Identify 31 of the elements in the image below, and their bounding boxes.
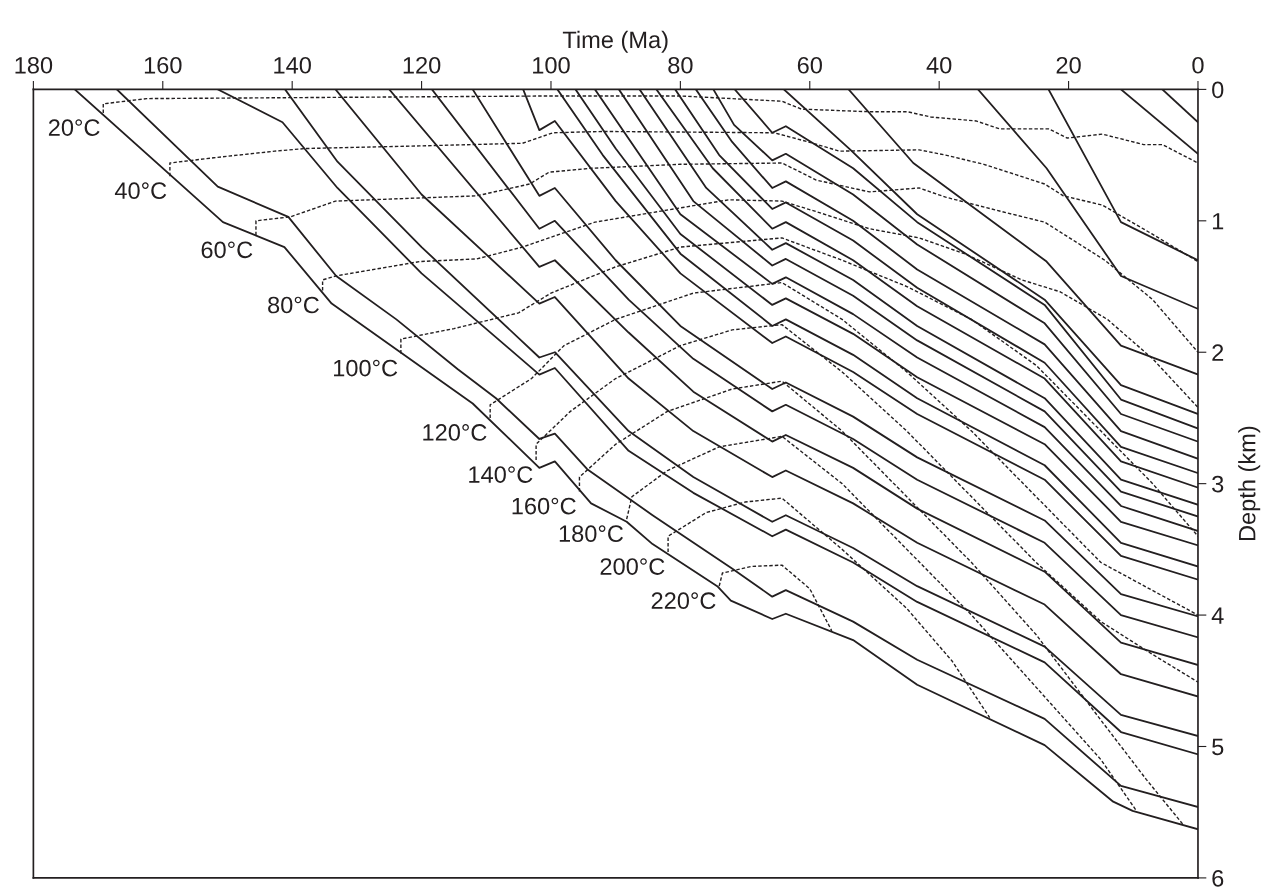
x-tick-label: 60 (797, 56, 822, 74)
annotation: 140°C (469, 466, 533, 483)
annotation: 60°C (201, 241, 253, 259)
annotation: 80°C (268, 296, 319, 314)
y-tick-label: 0 (1212, 81, 1224, 99)
annotation: 20°C (48, 119, 100, 136)
annotation: 200°C (600, 558, 665, 575)
x-tick-label: 40 (926, 56, 952, 74)
x-tick-label: 120 (403, 56, 441, 74)
annotation: 100°C (334, 359, 398, 377)
x-tick-label: 20 (1056, 56, 1081, 74)
x-tick-label: 180 (15, 56, 53, 74)
annotation: 220°C (651, 592, 716, 610)
x-tick-label: 100 (533, 56, 570, 74)
x-tick-label: 140 (274, 56, 311, 74)
annotation: 40°C (114, 182, 167, 200)
x-tick-label: 80 (668, 56, 693, 74)
x-tick-label: 0 (1192, 56, 1204, 74)
y-tick-label: 2 (1212, 344, 1224, 361)
annotation: 160°C (512, 497, 576, 515)
annotation: 180°C (559, 525, 623, 543)
x-axis-title: Time (Ma) (562, 30, 668, 53)
annotation: 120°C (423, 424, 487, 441)
y-tick-label: 3 (1212, 475, 1224, 493)
y-tick-label: 6 (1212, 869, 1224, 887)
y-tick-label: 4 (1211, 607, 1224, 624)
y-tick-label: 5 (1212, 738, 1224, 756)
x-tick-label: 160 (144, 56, 182, 74)
y-axis-title: Depth (km) (1238, 426, 1261, 541)
y-tick-label: 1 (1212, 213, 1224, 230)
line-series (718, 564, 833, 632)
